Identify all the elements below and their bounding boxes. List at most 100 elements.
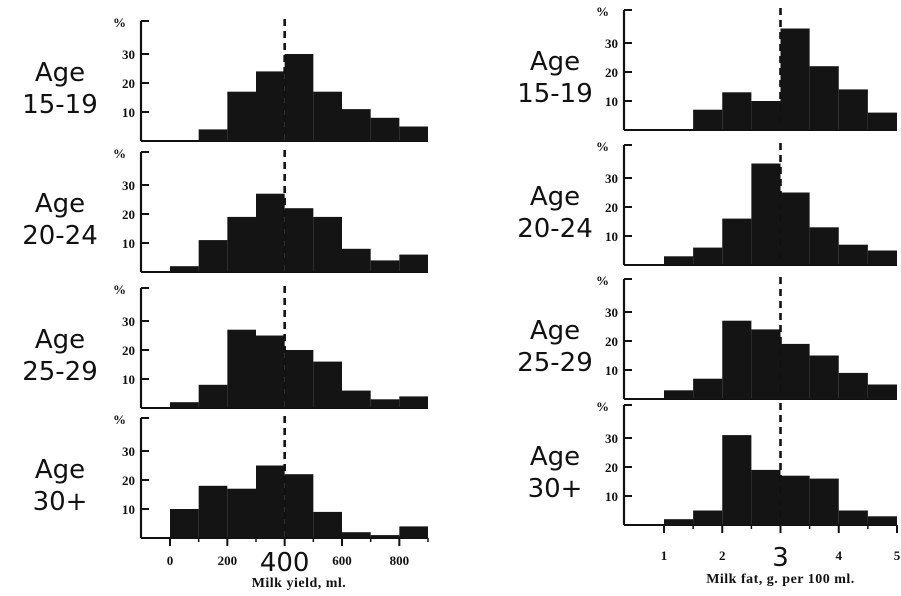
x-tick-label: 200 [218, 553, 238, 568]
age-label-line1: Age [530, 47, 580, 77]
histogram-bar [751, 101, 781, 130]
y-tick-label: 10 [605, 489, 618, 504]
y-tick-label: 10 [122, 105, 135, 120]
histogram-bar [399, 254, 428, 272]
histogram-bar [722, 435, 752, 525]
histogram-bar [256, 465, 285, 538]
y-tick-label: 20 [122, 473, 135, 488]
histogram-bar [809, 478, 839, 525]
y-axis-unit: % [113, 15, 126, 30]
x-tick-label: 600 [332, 553, 352, 568]
histogram-bar [838, 244, 868, 265]
histogram-bar [198, 129, 228, 141]
histogram-bar [227, 91, 256, 141]
age-label-line1: Age [35, 325, 85, 355]
histogram-bar [693, 109, 723, 130]
histogram-bar [751, 163, 781, 265]
histogram-bar [313, 91, 342, 141]
y-tick-label: 20 [122, 207, 135, 222]
histogram-bar [867, 112, 897, 130]
histogram-bar [227, 329, 256, 408]
y-axis-unit: % [113, 412, 126, 427]
y-tick-label: 30 [605, 431, 618, 446]
histogram-bar [342, 532, 371, 538]
y-tick-label: 20 [605, 65, 618, 80]
histogram-bar [693, 247, 723, 265]
histogram-bar [342, 109, 371, 141]
y-axis-unit: % [596, 139, 609, 154]
histogram-bar [664, 519, 694, 525]
histogram-bar [284, 474, 314, 538]
age-label-line1: Age [35, 58, 85, 88]
histogram-bar [751, 329, 781, 399]
y-tick-label: 30 [122, 314, 135, 329]
histogram-bar [170, 509, 199, 538]
histogram-bar [370, 399, 400, 408]
x-tick-label: 1 [661, 548, 668, 563]
histogram-bar [722, 320, 752, 399]
histogram-bar [313, 216, 342, 272]
x-tick-label: 0 [167, 553, 174, 568]
y-axis-unit: % [596, 273, 609, 288]
histogram-bar [198, 240, 228, 272]
age-label-line1: Age [530, 442, 580, 472]
y-tick-label: 30 [605, 171, 618, 186]
histogram-bar [370, 260, 400, 272]
age-label-line2: 30+ [33, 487, 88, 517]
x-tick-label: 5 [894, 548, 901, 563]
histogram-bar [256, 193, 285, 272]
y-tick-label: 10 [605, 229, 618, 244]
y-tick-label: 20 [122, 76, 135, 91]
x-tick-label: 4 [836, 548, 843, 563]
y-axis-unit: % [113, 146, 126, 161]
y-tick-label: 20 [605, 200, 618, 215]
y-tick-label: 10 [605, 363, 618, 378]
histogram-bar [399, 396, 428, 408]
age-label-line2: 15-19 [517, 79, 593, 109]
histogram-bar [664, 390, 694, 399]
histogram-bar [838, 510, 868, 525]
histogram-bar [370, 117, 400, 141]
histogram-bar [867, 384, 897, 399]
histogram-bar [809, 227, 839, 265]
histogram-bar [313, 361, 342, 408]
histogram-bar [693, 510, 723, 525]
y-axis-unit: % [596, 4, 609, 19]
histogram-bar [838, 372, 868, 399]
histogram-bar [227, 488, 256, 538]
y-tick-label: 30 [122, 444, 135, 459]
histogram-bar [170, 266, 199, 272]
y-tick-label: 30 [122, 178, 135, 193]
histogram-bar [256, 335, 285, 408]
histogram-bar [399, 126, 428, 141]
histogram-bar [664, 256, 694, 265]
x-tick-label: 2 [719, 548, 726, 563]
histogram-bar [227, 216, 256, 272]
histogram-bar [867, 250, 897, 265]
age-label-line2: 15-19 [22, 90, 98, 120]
y-axis-unit: % [113, 282, 126, 297]
histogram-bar [170, 402, 199, 408]
age-label-line2: 25-29 [22, 357, 98, 387]
histogram-bar [751, 469, 781, 525]
y-tick-label: 30 [605, 305, 618, 320]
age-label-line1: Age [530, 182, 580, 212]
age-label-line1: Age [35, 455, 85, 485]
histogram-bar [342, 390, 371, 408]
y-tick-label: 20 [122, 343, 135, 358]
x-tick-label: 3 [772, 543, 789, 573]
histogram-bar [722, 92, 752, 130]
y-tick-label: 10 [605, 94, 618, 109]
histogram-bar [399, 526, 428, 538]
histogram-bar [342, 248, 371, 272]
histogram-bar [809, 66, 839, 130]
y-tick-label: 20 [605, 460, 618, 475]
age-label-line1: Age [35, 189, 85, 219]
histogram-bar [256, 71, 285, 141]
age-label-line2: 25-29 [517, 348, 593, 378]
x-tick-label: 400 [260, 548, 310, 578]
histogram-bar [780, 343, 810, 399]
age-label-line2: 20-24 [22, 221, 98, 251]
histogram-bar [198, 485, 228, 538]
